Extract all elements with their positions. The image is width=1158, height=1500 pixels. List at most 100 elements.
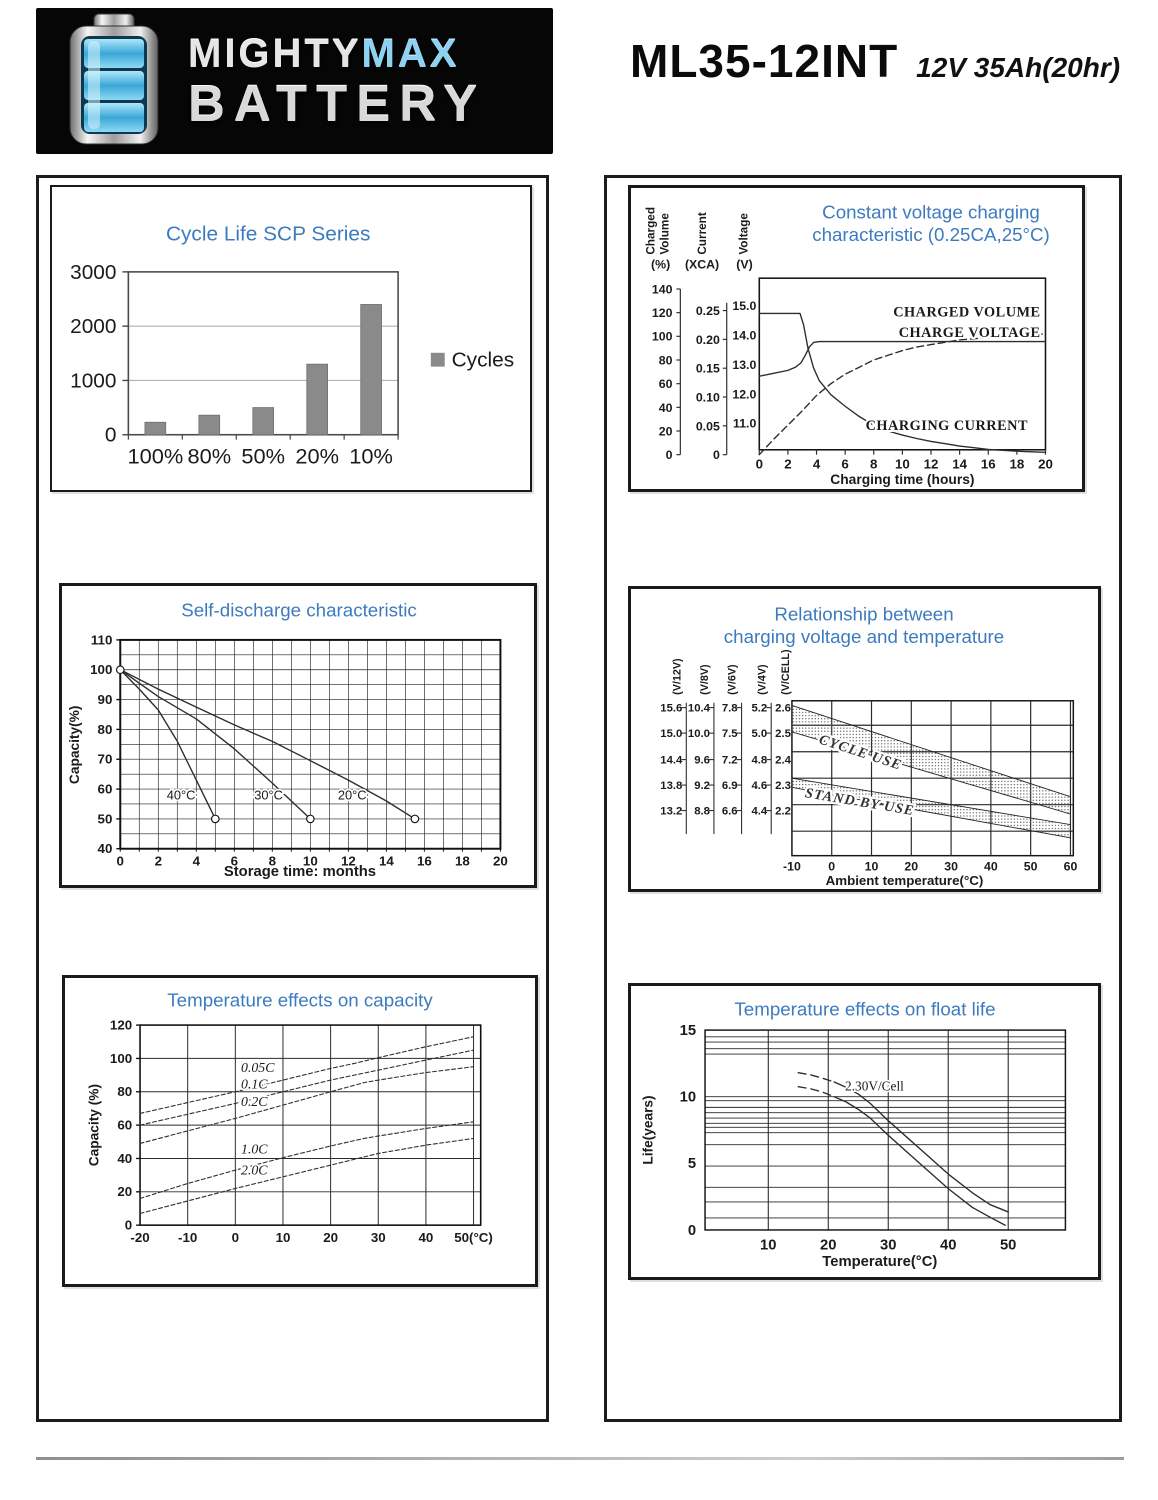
svg-text:Charged: Charged xyxy=(644,207,658,255)
svg-text:11.0: 11.0 xyxy=(733,417,756,431)
chart-float-life: Temperature effects on float life 0 5 10 15 1… xyxy=(628,983,1101,1280)
svg-text:(V/12V): (V/12V) xyxy=(671,658,683,695)
svg-text:15.0: 15.0 xyxy=(660,728,682,740)
svg-text:5: 5 xyxy=(688,1156,696,1172)
svg-text:4: 4 xyxy=(193,853,201,868)
svg-text:7.5: 7.5 xyxy=(722,728,738,740)
svg-text:0: 0 xyxy=(828,859,835,873)
chart-voltage-temp: Relationship between charging voltage and… xyxy=(628,586,1101,892)
svg-text:14.0: 14.0 xyxy=(732,329,756,343)
svg-text:0.05C: 0.05C xyxy=(241,1060,275,1075)
svg-text:16: 16 xyxy=(417,853,432,868)
svg-text:20: 20 xyxy=(493,853,508,868)
svg-text:2.30V/Cell: 2.30V/Cell xyxy=(845,1079,904,1094)
svg-text:(%): (%) xyxy=(651,257,670,271)
svg-text:0: 0 xyxy=(117,853,124,868)
svg-text:60: 60 xyxy=(659,377,673,391)
svg-text:14.4: 14.4 xyxy=(660,755,683,767)
svg-text:charging voltage and temperatu: charging voltage and temperature xyxy=(724,626,1004,647)
svg-text:30: 30 xyxy=(880,1238,896,1254)
svg-text:0: 0 xyxy=(666,448,673,462)
svg-text:50: 50 xyxy=(98,811,113,826)
svg-text:18: 18 xyxy=(455,853,470,868)
svg-text:4.6: 4.6 xyxy=(751,780,767,792)
svg-text:60: 60 xyxy=(1064,859,1078,873)
svg-text:0.1C: 0.1C xyxy=(241,1076,268,1091)
svg-text:10: 10 xyxy=(760,1238,776,1254)
svg-text:100%: 100% xyxy=(127,443,183,468)
chart-self-discharge: Self-discharge characteristic 0 2 4 6 8 10 12 14… xyxy=(59,583,537,888)
svg-text:Temperature effects on float l: Temperature effects on float life xyxy=(734,998,995,1019)
svg-text:20%: 20% xyxy=(295,443,339,468)
svg-text:2.4: 2.4 xyxy=(775,755,791,767)
svg-text:0.05: 0.05 xyxy=(696,419,720,433)
svg-text:20: 20 xyxy=(1038,456,1053,471)
svg-text:(XCA): (XCA) xyxy=(685,257,719,271)
svg-text:Ambient temperature(°C): Ambient temperature(°C) xyxy=(826,873,984,888)
svg-text:4: 4 xyxy=(813,456,821,471)
svg-text:15.6: 15.6 xyxy=(660,703,682,715)
svg-text:100: 100 xyxy=(652,330,673,344)
svg-text:40: 40 xyxy=(659,401,673,415)
svg-text:30: 30 xyxy=(371,1230,386,1245)
svg-text:9.2: 9.2 xyxy=(694,780,710,792)
logo-wordmark-line1: MIGHTYMAX xyxy=(188,32,459,77)
brand-logo: MIGHTYMAX BATTERY xyxy=(36,8,553,154)
svg-text:40: 40 xyxy=(117,1151,132,1166)
svg-text:30°C: 30°C xyxy=(254,788,283,803)
svg-text:10: 10 xyxy=(895,456,910,471)
model-number: ML35-12INT xyxy=(630,35,899,87)
svg-text:10: 10 xyxy=(680,1090,696,1106)
svg-text:Charging time (hours): Charging time (hours) xyxy=(830,472,974,487)
svg-text:2000: 2000 xyxy=(70,315,116,338)
product-title: ML35-12INT 12V 35Ah(20hr) xyxy=(630,34,1120,88)
svg-text:0: 0 xyxy=(105,424,117,447)
svg-text:20: 20 xyxy=(820,1238,836,1254)
svg-text:(V/8V): (V/8V) xyxy=(699,664,711,695)
svg-text:13.8: 13.8 xyxy=(660,780,682,792)
svg-text:Storage time: months: Storage time: months xyxy=(224,864,376,880)
svg-text:7.8: 7.8 xyxy=(722,703,738,715)
svg-text:1.0C: 1.0C xyxy=(241,1142,268,1157)
svg-text:20: 20 xyxy=(323,1230,338,1245)
logo-word-max: MAX xyxy=(361,32,460,76)
svg-text:1000: 1000 xyxy=(70,369,116,392)
svg-text:6.6: 6.6 xyxy=(722,806,738,818)
svg-text:40: 40 xyxy=(984,859,998,873)
svg-text:Temperature effects on capacit: Temperature effects on capacity xyxy=(167,989,433,1010)
battery-icon xyxy=(69,13,159,145)
svg-text:10: 10 xyxy=(303,853,318,868)
svg-text:60: 60 xyxy=(117,1118,132,1133)
svg-text:Self-discharge characteristic: Self-discharge characteristic xyxy=(181,599,417,620)
chart-temp-capacity: Temperature effects on capacity -20 -10 0 10… xyxy=(62,975,538,1287)
svg-text:5.0: 5.0 xyxy=(751,728,767,740)
svg-text:-10: -10 xyxy=(783,859,801,873)
chart-cycle-life: Cycle Life SCP Series 0 1000 2000 3000 100% 80… xyxy=(50,185,532,492)
svg-text:(V): (V) xyxy=(736,257,752,271)
svg-text:Current: Current xyxy=(695,212,709,255)
svg-text:13.0: 13.0 xyxy=(732,358,756,372)
svg-text:10.0: 10.0 xyxy=(688,728,710,740)
svg-text:110: 110 xyxy=(91,632,112,647)
svg-text:15.0: 15.0 xyxy=(732,299,756,313)
svg-text:6.9: 6.9 xyxy=(722,780,738,792)
svg-text:120: 120 xyxy=(652,306,673,320)
svg-text:10.4: 10.4 xyxy=(688,703,711,715)
svg-text:0.20: 0.20 xyxy=(696,333,720,347)
svg-text:60: 60 xyxy=(98,782,113,797)
svg-text:(V/6V): (V/6V) xyxy=(727,664,739,695)
logo-word-mighty: MIGHTY xyxy=(188,32,362,76)
svg-text:20: 20 xyxy=(117,1184,132,1199)
svg-text:2: 2 xyxy=(155,853,162,868)
svg-text:50(°C): 50(°C) xyxy=(454,1230,493,1245)
svg-text:4.8: 4.8 xyxy=(751,755,767,767)
svg-text:0.15: 0.15 xyxy=(696,362,720,376)
svg-text:8.8: 8.8 xyxy=(694,806,710,818)
svg-text:30: 30 xyxy=(944,859,958,873)
svg-text:2.5: 2.5 xyxy=(775,728,791,740)
svg-text:80: 80 xyxy=(98,722,113,737)
svg-text:3000: 3000 xyxy=(70,261,116,284)
svg-text:10%: 10% xyxy=(349,443,393,468)
svg-text:12.0: 12.0 xyxy=(732,387,756,401)
